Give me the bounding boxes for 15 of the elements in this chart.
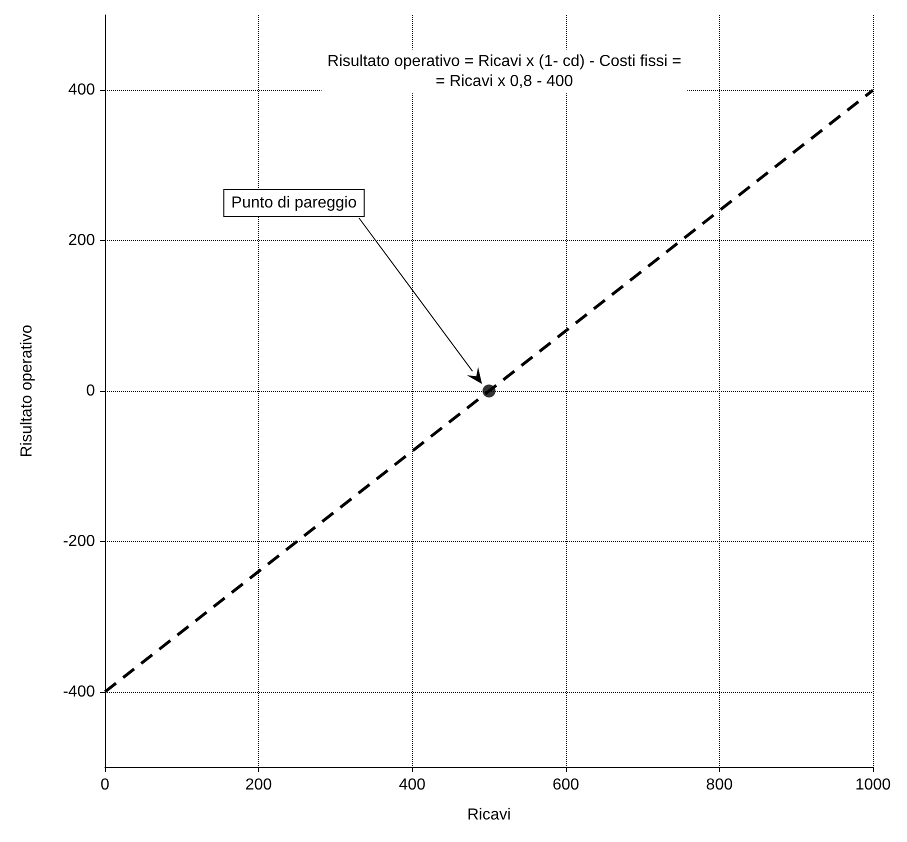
- annotation: Punto di pareggio: [231, 194, 357, 212]
- y-tick-label: -400: [62, 683, 96, 700]
- y-axis-title: Risultato operativo: [18, 324, 36, 458]
- x-tick-label: 0: [100, 776, 110, 794]
- annotation: Risultato operativo = Ricavi x (1- cd) - Costi fissi = = Ricavi x 0,8 - 400: [327, 52, 682, 90]
- y-tick-label: 200: [68, 232, 96, 250]
- x-tick-label: 1000: [855, 776, 891, 794]
- x-tick-label: 400: [398, 776, 426, 794]
- x-tick-label: 600: [552, 776, 580, 794]
- y-tick-label: -200: [62, 532, 96, 550]
- x-tick-label: 800: [706, 776, 733, 794]
- y-tick-label: 0: [86, 382, 96, 400]
- x-axis-title: Ricavi: [467, 806, 511, 824]
- y-tick-label: 400: [68, 82, 96, 99]
- x-tick-label: 200: [245, 776, 272, 794]
